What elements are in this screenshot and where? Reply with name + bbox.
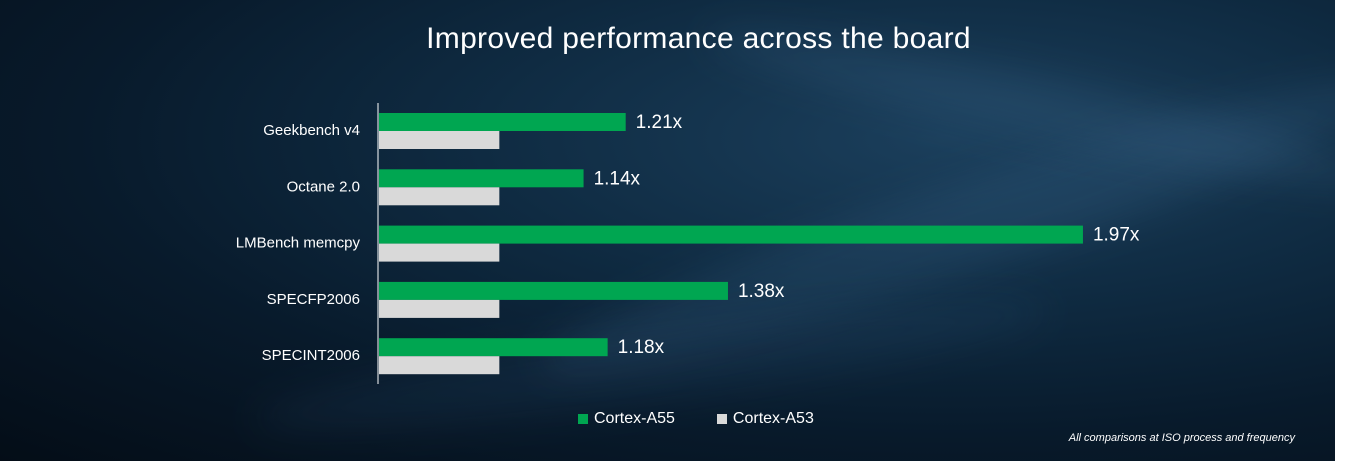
legend-swatch-cortex-a55 (578, 414, 588, 424)
legend-item-cortex-a55: Cortex-A55 (578, 410, 675, 428)
legend-swatch-cortex-a53 (716, 414, 727, 424)
bar-cortex-a55 (379, 113, 626, 131)
footnote: All comparisons at ISO process and frequ… (1068, 432, 1295, 444)
chart-title: Improved performance across the board (426, 22, 971, 55)
bar-cortex-a53 (379, 243, 500, 262)
data-label: 1.97x (1093, 225, 1140, 246)
bar-cortex-a55 (379, 169, 584, 188)
bar-cortex-a53 (379, 131, 500, 149)
legend-label-cortex-a53: Cortex-A53 (732, 410, 814, 427)
category-label: Octane 2.0 (287, 178, 360, 195)
bar-cortex-a55 (379, 225, 1083, 244)
legend-item-cortex-a53: Cortex-A53 (716, 410, 814, 428)
legend: Cortex-A55 Cortex-A53 (578, 410, 856, 428)
data-label: 1.38x (738, 281, 785, 302)
category-label: LMBench memcpy (236, 235, 361, 252)
bar-cortex-a53 (379, 299, 500, 318)
data-label: 1.14x (594, 168, 641, 189)
right-edge-strip (1335, 0, 1355, 461)
category-label: Geekbench v4 (263, 122, 360, 139)
bar-cortex-a53 (379, 356, 500, 375)
bar-cortex-a53 (379, 187, 500, 206)
data-label: 1.21x (636, 112, 683, 133)
category-label: SPECFP2006 (267, 291, 360, 308)
bar-cortex-a55 (379, 281, 728, 300)
category-label: SPECINT2006 (262, 347, 360, 364)
bar-cortex-a55 (379, 338, 608, 357)
legend-label-cortex-a55: Cortex-A55 (594, 410, 675, 427)
data-label: 1.18x (618, 337, 665, 358)
